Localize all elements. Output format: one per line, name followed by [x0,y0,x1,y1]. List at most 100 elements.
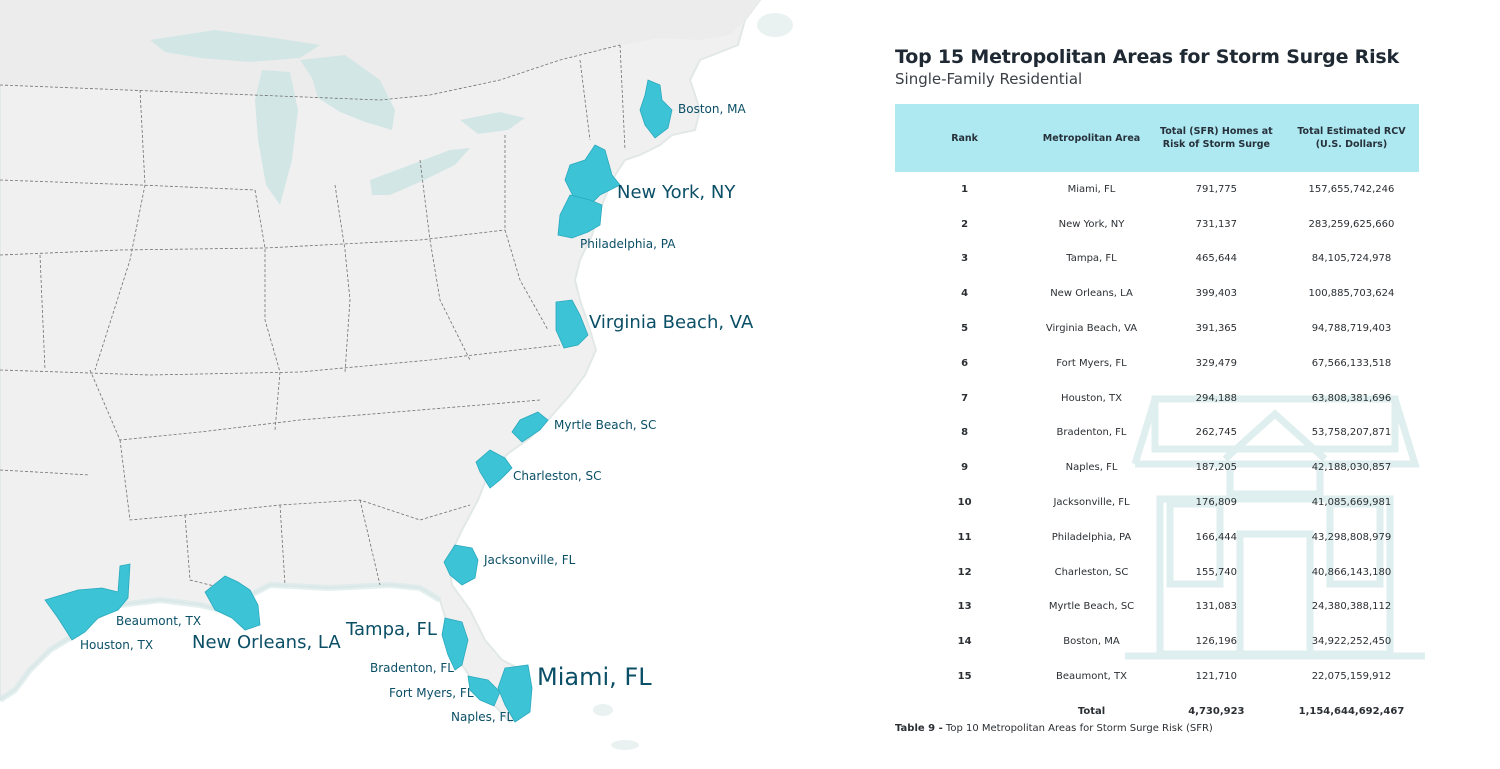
rank-cell: 15 [957,671,972,683]
city-label-charleston: Charleston, SC [513,469,602,483]
rank-cell: 13 [957,601,972,613]
rank-cell: 12 [957,566,972,578]
homes-cell: 166,444 [1195,531,1238,543]
metro-area-cell: New York, NY [1058,218,1125,230]
metro-area-cell: Boston, MA [1063,636,1120,648]
rcv-cell: 94,788,719,403 [1311,323,1392,335]
page-subtitle: Single-Family Residential [895,70,1083,88]
rcv-cell: 22,075,159,912 [1311,671,1392,683]
storm-surge-table: Rank Metropolitan Area Total (SFR) Homes… [895,104,1419,730]
table-caption: Table 9 - Top 10 Metropolitan Areas for … [895,723,1213,734]
rcv-cell: 67,566,133,518 [1311,357,1392,369]
great-lakes [150,30,525,205]
homes-cell: 294,188 [1195,392,1238,404]
homes-cell: 399,403 [1195,288,1238,300]
total-homes: 4,730,923 [1188,706,1245,718]
risk-area-philadelphia [557,194,603,239]
rank-cell: 5 [961,323,969,335]
table-row: 8 Bradenton, FL 262,745 53,758,207,871 [895,416,1419,451]
risk-area-new-orleans [204,575,261,631]
homes-cell: 176,809 [1195,497,1238,509]
table-header-row: Rank Metropolitan Area Total (SFR) Homes… [895,104,1419,172]
risk-area-virginia-beach [555,299,589,349]
metro-area-cell: Beaumont, TX [1056,671,1127,683]
rank-cell: 11 [957,531,972,543]
table-panel: Top 15 Metropolitan Areas for Storm Surg… [895,40,1435,730]
rcv-cell: 34,922,252,450 [1311,636,1392,648]
homes-cell: 329,479 [1195,357,1238,369]
rank-cell: 14 [957,636,972,648]
total-label: Total [1077,706,1106,718]
column-header-homes-at-risk: Total (SFR) Homes at Risk of Storm Surge [1160,126,1273,150]
rank-cell: 6 [961,357,969,369]
risk-area-charleston [475,449,513,489]
metro-area-cell: Tampa, FL [1066,253,1117,265]
page-title: Top 15 Metropolitan Areas for Storm Surg… [895,46,1399,68]
table-row: 3 Tampa, FL 465,644 84,105,724,978 [895,242,1419,277]
rcv-cell: 40,866,143,180 [1311,566,1392,578]
table-row: 15 Beaumont, TX 121,710 22,075,159,912 [895,659,1419,694]
city-label-tampa: Tampa, FL [345,619,437,640]
risk-area-jacksonville [443,544,479,586]
homes-cell: 187,205 [1195,462,1238,474]
city-label-philadelphia: Philadelphia, PA [580,237,676,251]
rcv-cell: 43,298,808,979 [1311,531,1392,543]
metro-area-cell: Charleston, SC [1054,566,1129,578]
rcv-cell: 63,808,381,696 [1311,392,1392,404]
risk-area-beaumont-houston [44,563,131,641]
rank-cell: 7 [961,392,969,404]
metro-area-cell: Myrtle Beach, SC [1048,601,1135,613]
city-label-beaumont: Beaumont, TX [116,614,201,628]
rank-cell: 10 [957,497,972,509]
risk-area-fort-myers [467,675,501,707]
table-row: 12 Charleston, SC 155,740 40,866,143,180 [895,555,1419,590]
metro-area-cell: Bradenton, FL [1056,427,1127,439]
table-row: 10 Jacksonville, FL 176,809 41,085,669,9… [895,485,1419,520]
risk-areas [44,79,673,723]
homes-cell: 131,083 [1195,601,1238,613]
total-rank-cell [895,694,1034,730]
rank-cell: 9 [961,462,969,474]
table-row: 7 Houston, TX 294,188 63,808,381,696 [895,381,1419,416]
coastline-shadow [0,581,442,703]
metro-area-cell: Miami, FL [1067,183,1116,195]
caption-text: Top 10 Metropolitan Areas for Storm Surg… [942,723,1213,734]
metro-area-cell: Houston, TX [1061,392,1122,404]
city-label-boston: Boston, MA [678,102,746,116]
rank-cell: 1 [961,183,969,195]
table-row: 14 Boston, MA 126,196 34,922,252,450 [895,624,1419,659]
metro-area-cell: Fort Myers, FL [1056,357,1127,369]
rcv-cell: 100,885,703,624 [1308,288,1395,300]
storm-surge-map: Boston, MA New York, NY Philadelphia, PA… [0,0,793,750]
rank-cell: 8 [961,427,969,439]
risk-area-tampa [441,617,469,671]
table-container: Rank Metropolitan Area Total (SFR) Homes… [895,104,1425,730]
city-label-virginia-beach: Virginia Beach, VA [589,312,754,333]
homes-cell: 465,644 [1195,253,1238,265]
rcv-cell: 157,655,742,246 [1308,183,1395,195]
table-row: 2 New York, NY 731,137 283,259,625,660 [895,207,1419,242]
homes-cell: 391,365 [1195,323,1238,335]
city-label-new-york: New York, NY [617,182,736,203]
city-label-fort-myers: Fort Myers, FL [389,686,474,700]
table-row: 1 Miami, FL 791,775 157,655,742,246 [895,172,1419,207]
islands [593,13,793,750]
caption-prefix: Table 9 - [895,723,943,734]
city-label-bradenton: Bradenton, FL [370,661,454,675]
rank-cell: 2 [961,218,969,230]
city-label-jacksonville: Jacksonville, FL [483,553,576,567]
metro-area-cell: Naples, FL [1065,462,1118,474]
homes-cell: 262,745 [1195,427,1238,439]
canada-land [0,0,760,100]
total-rcv: 1,154,644,692,467 [1298,706,1405,718]
city-label-myrtle-beach: Myrtle Beach, SC [554,418,656,432]
rcv-cell: 24,380,388,112 [1311,601,1392,613]
homes-cell: 126,196 [1195,636,1238,648]
table-row: 9 Naples, FL 187,205 42,188,030,857 [895,450,1419,485]
table-total-row: Total 4,730,923 1,154,644,692,467 [895,694,1419,730]
city-label-naples: Naples, FL [451,710,513,724]
column-header-metro-area: Metropolitan Area [1042,132,1141,144]
table-row: 6 Fort Myers, FL 329,479 67,566,133,518 [895,346,1419,381]
metro-area-cell: Virginia Beach, VA [1045,323,1138,335]
metro-area-cell: Jacksonville, FL [1053,497,1130,509]
